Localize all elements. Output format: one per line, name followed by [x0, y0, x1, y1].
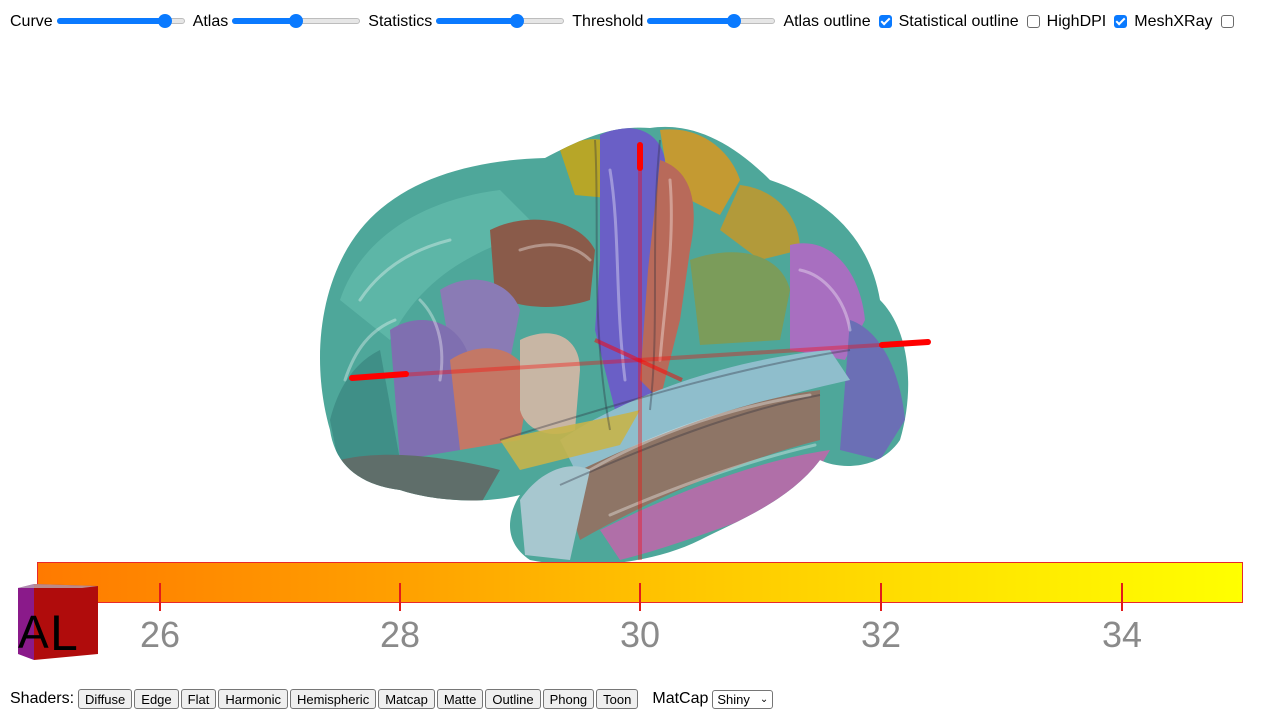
colorbar-tick: [880, 583, 882, 611]
threshold-slider-thumb[interactable]: [727, 14, 742, 28]
colorbar-tick: [1121, 583, 1123, 611]
chevron-down-icon: ⌄: [759, 693, 769, 705]
atlas-slider-thumb[interactable]: [289, 14, 304, 28]
statistics-slider-thumb[interactable]: [509, 14, 524, 28]
meshxray-checkbox[interactable]: [1220, 14, 1234, 28]
curve-slider[interactable]: [56, 12, 185, 32]
top-toolbar: Curve Atlas Statistics Threshold Atlas o…: [10, 10, 1241, 34]
statistics-label: Statistics: [368, 13, 433, 30]
curve-slider-thumb[interactable]: [158, 14, 173, 28]
colorbar-tick: [639, 583, 641, 611]
atlas-slider[interactable]: [232, 12, 361, 32]
colorbar-tick: [399, 583, 401, 611]
crosshair: [349, 142, 931, 560]
highdpi-label: HighDPI: [1046, 13, 1107, 30]
colorbar-tick: [159, 583, 161, 611]
atlas-outline-checkbox[interactable]: [878, 14, 892, 28]
orientation-cube: A L: [18, 584, 98, 661]
shader-hemispheric-button[interactable]: Hemispheric: [289, 689, 377, 709]
matcap-selected-value: Shiny: [717, 691, 750, 707]
highdpi-checkbox[interactable]: [1114, 14, 1128, 28]
shaders-label: Shaders:: [10, 690, 75, 707]
colorbar-tick-label: 32: [860, 614, 902, 655]
colorbar-tick-label: 34: [1101, 614, 1143, 655]
meshxray-label: MeshXRay: [1134, 13, 1213, 30]
matcap-label: MatCap: [652, 690, 709, 707]
shader-matcap-button[interactable]: Matcap: [378, 689, 435, 709]
shader-phong-button[interactable]: Phong: [542, 689, 595, 709]
shader-outline-button[interactable]: Outline: [485, 689, 541, 709]
matcap-select[interactable]: Shiny ⌄: [712, 689, 774, 709]
shader-diffuse-button[interactable]: Diffuse: [78, 689, 133, 709]
shader-flat-button[interactable]: Flat: [180, 689, 217, 709]
cube-label-l: L: [50, 605, 78, 661]
colorbar-tick-label: 30: [619, 614, 661, 655]
threshold-slider[interactable]: [647, 12, 776, 32]
shader-toolbar: Shaders: Diffuse Edge Flat Harmonic Hemi…: [10, 688, 774, 710]
brain-render-canvas[interactable]: [0, 40, 1280, 580]
shader-edge-button[interactable]: Edge: [134, 689, 179, 709]
colorbar-tick-label: 28: [379, 614, 421, 655]
atlas-outline-label: Atlas outline: [783, 13, 871, 30]
statistical-outline-label: Statistical outline: [898, 13, 1019, 30]
statistics-slider[interactable]: [436, 12, 565, 32]
shader-toon-button[interactable]: Toon: [596, 689, 639, 709]
shader-matte-button[interactable]: Matte: [436, 689, 484, 709]
statistical-outline-checkbox[interactable]: [1026, 14, 1040, 28]
brain-surface: [320, 126, 909, 565]
colorbar-tick-label: 26: [139, 614, 181, 655]
atlas-label: Atlas: [192, 13, 229, 30]
curve-label: Curve: [10, 13, 53, 30]
shader-harmonic-button[interactable]: Harmonic: [218, 689, 288, 709]
threshold-label: Threshold: [572, 13, 644, 30]
cube-label-a: A: [18, 606, 49, 658]
